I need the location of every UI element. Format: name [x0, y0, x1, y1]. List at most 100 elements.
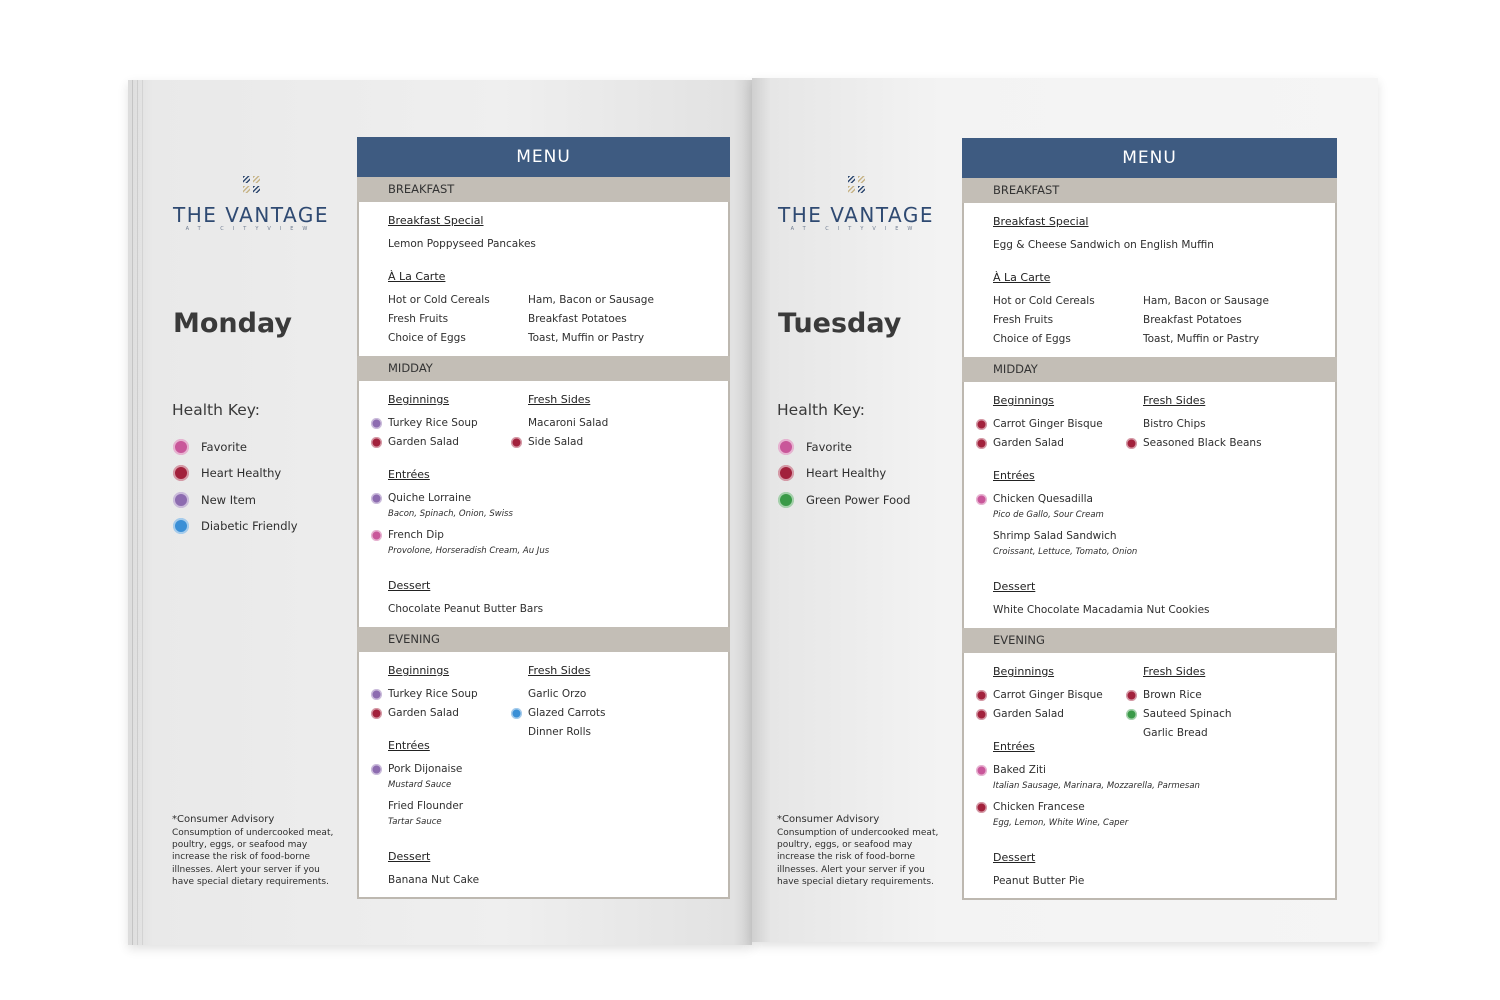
item-note: Croissant, Lettuce, Tomato, Onion [993, 547, 1138, 557]
menu-item: Hot or Cold Cereals [993, 295, 1095, 307]
item-note: Pico de Gallo, Sour Cream [993, 510, 1104, 520]
menu-item: Brown Rice [1143, 689, 1202, 701]
health-key-label: Favorite [806, 440, 852, 454]
health-icon [173, 439, 189, 455]
menu-panel [357, 137, 730, 899]
item-note: Italian Sausage, Marinara, Mozzarella, P… [993, 781, 1200, 791]
menu-item: Garlic Orzo [528, 688, 587, 700]
logo-mark [858, 186, 865, 193]
logo-mark [858, 176, 865, 183]
group-title: Dessert [388, 579, 431, 592]
section-name: BREAKFAST [993, 183, 1060, 197]
menu-item: Garden Salad [388, 436, 459, 448]
section-name: MIDDAY [993, 362, 1038, 376]
health-icon [975, 689, 987, 701]
health-icon [173, 491, 189, 508]
page-edge [132, 80, 133, 945]
menu-item: Choice of Eggs [993, 333, 1071, 345]
logo-sub: AT CITYVIEW [185, 226, 317, 232]
section-name: MIDDAY [388, 361, 433, 375]
health-key-label: Heart Healthy [806, 466, 887, 481]
day-title: Tuesday [778, 308, 902, 339]
group-title: Dessert [388, 850, 431, 863]
group-title: Fresh Sides [528, 393, 591, 406]
group-title: Fresh Sides [1143, 394, 1206, 407]
menu-item: Quiche Lorraine [388, 492, 472, 504]
menu-title: MENU [516, 147, 571, 167]
logo-sub: AT CITYVIEW [790, 226, 922, 232]
health-icon [370, 763, 382, 775]
menu-item: White Chocolate Macadamia Nut Cookies [993, 604, 1210, 616]
item-note: Bacon, Spinach, Onion, Swiss [388, 509, 513, 519]
health-icon [778, 465, 794, 482]
group-title: À La Carte [993, 271, 1051, 284]
health-key-title: Health Key: [172, 401, 261, 419]
health-icon [975, 764, 987, 776]
health-icon [370, 436, 382, 448]
logo-mark [243, 176, 250, 183]
menu-item: Fresh Fruits [993, 314, 1054, 326]
group-title: Breakfast Special [388, 214, 484, 227]
menu-item: Turkey Rice Soup [388, 417, 478, 429]
group-title: Breakfast Special [993, 215, 1089, 228]
health-icon [975, 437, 987, 449]
health-icon [975, 801, 987, 813]
logo-mark [243, 186, 250, 193]
health-key-label: Heart Healthy [201, 466, 282, 481]
health-icon [1125, 689, 1137, 701]
health-key-label: Diabetic Friendly [201, 518, 298, 533]
health-icon [975, 418, 987, 430]
health-icon [1125, 437, 1137, 449]
group-title: Fresh Sides [1143, 665, 1206, 678]
group-title: À La Carte [388, 270, 446, 283]
section-name: EVENING [388, 632, 440, 646]
group-title: Beginnings [993, 394, 1055, 407]
group-title: Dessert [993, 580, 1036, 593]
health-icon [370, 707, 382, 719]
menu-item: Lemon Poppyseed Pancakes [388, 238, 536, 250]
menu-item: Hot or Cold Cereals [388, 294, 490, 306]
menu-item: Egg & Cheese Sandwich on English Muffin [993, 239, 1214, 251]
logo-mark [253, 176, 260, 183]
logo-name: THE VANTAGE [173, 203, 329, 227]
health-icon [370, 529, 382, 541]
logo-mark [848, 176, 855, 183]
menu-item: Turkey Rice Soup [388, 688, 478, 700]
menu-item: French Dip [388, 529, 444, 541]
menu-item: Banana Nut Cake [388, 874, 480, 886]
menu-item: Carrot Ginger Bisque [993, 689, 1103, 701]
day-title: Monday [173, 308, 292, 339]
health-icon [510, 707, 522, 719]
menu-item: Bistro Chips [1143, 418, 1206, 430]
menu-item: Chicken Francese [993, 801, 1085, 813]
group-title: Beginnings [993, 665, 1055, 678]
advisory-text: Consumption of undercooked meat, poultry… [777, 828, 939, 887]
menu-item: Sauteed Spinach [1143, 708, 1232, 720]
menu-item: Choice of Eggs [388, 332, 466, 344]
logo-name: THE VANTAGE [778, 203, 934, 227]
menu-item: Toast, Muffin or Pastry [1143, 333, 1260, 345]
group-title: Fresh Sides [528, 664, 591, 677]
menu-item: Garden Salad [388, 707, 459, 719]
menu-item: Chocolate Peanut Butter Bars [388, 603, 544, 615]
menu-item: Glazed Carrots [528, 707, 606, 719]
menu-item: Toast, Muffin or Pastry [528, 332, 645, 344]
item-note: Provolone, Horseradish Cream, Au Jus [388, 546, 550, 556]
menu-item: Fried Flounder [388, 800, 464, 812]
health-icon [173, 517, 189, 534]
advisory-title: *Consumer Advisory [172, 814, 275, 825]
health-icon [1125, 708, 1137, 720]
health-icon [975, 493, 987, 505]
group-title: Beginnings [388, 664, 450, 677]
menu-title: MENU [1122, 148, 1177, 168]
menu-item: Ham, Bacon or Sausage [1143, 295, 1269, 307]
menu-header [962, 138, 1337, 178]
menu-panel [962, 138, 1337, 900]
section-bar [962, 178, 1337, 203]
health-icon [370, 417, 382, 429]
logo-mark [253, 186, 260, 193]
menu-item: Ham, Bacon or Sausage [528, 294, 654, 306]
menu-item: Breakfast Potatoes [528, 313, 627, 325]
section-name: BREAKFAST [388, 182, 455, 196]
